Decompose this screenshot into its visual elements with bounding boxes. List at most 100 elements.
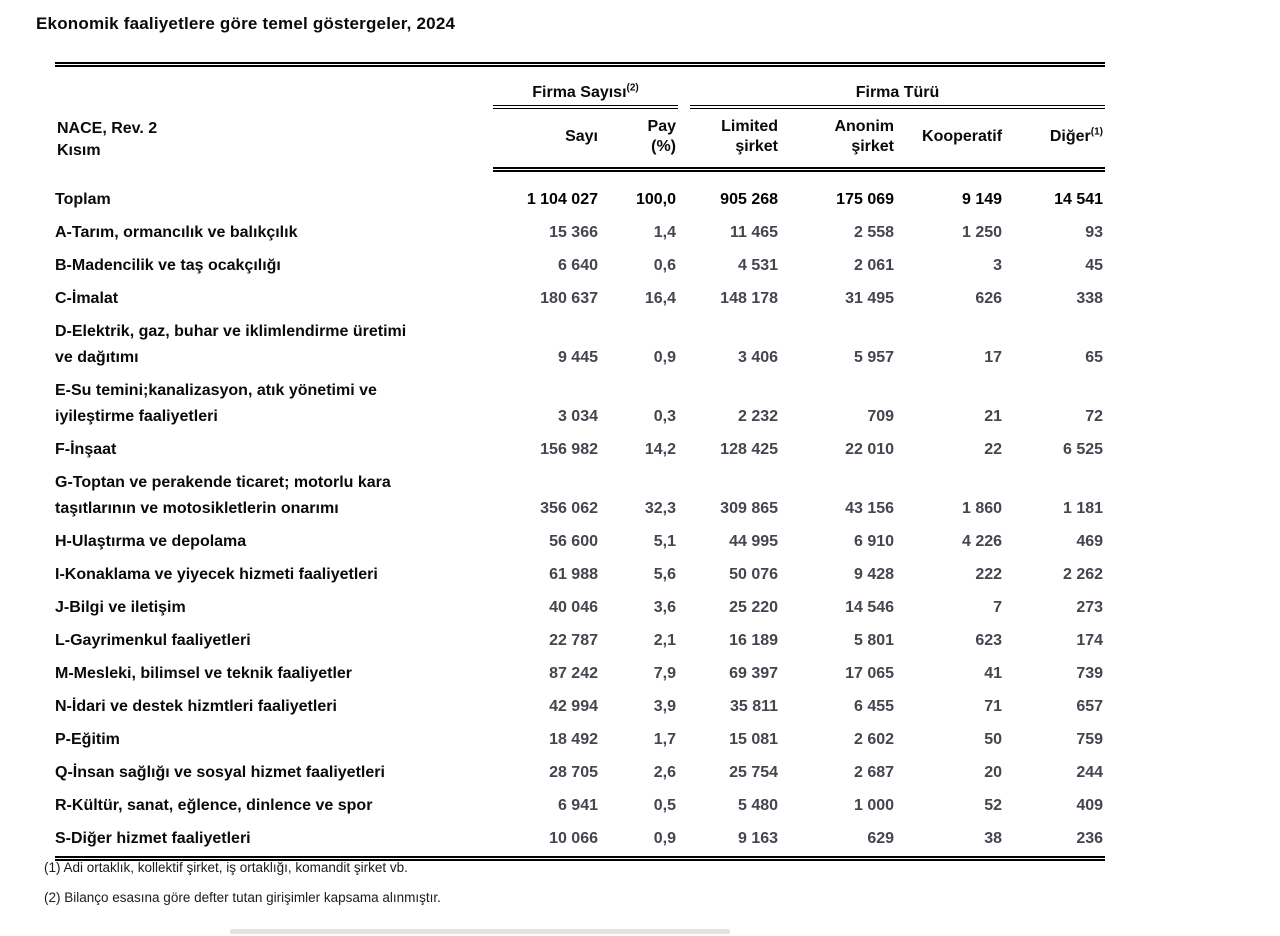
row-label: Toplam — [55, 191, 111, 208]
cell-limited-sirket: 2 232 — [737, 408, 779, 425]
row-label-cell: D-Elektrik, gaz, buhar ve iklimlendirme … — [55, 316, 493, 375]
cell-sayi: 156 982 — [540, 441, 598, 458]
cell-limited-sirket: 128 425 — [720, 441, 779, 458]
table-row: C-İmalat 180 637 16,4 148 178 31 495 626… — [55, 283, 1105, 316]
cell-sayi: 10 066 — [549, 830, 598, 847]
cell-sayi: 40 046 — [549, 599, 598, 616]
col-header-limited-sirket: Limited şirket — [678, 109, 781, 172]
row-label-cell: I-Konaklama ve yiyecek hizmeti faaliyetl… — [55, 559, 493, 592]
group-firma-sayisi: Firma Sayısı(2) — [493, 65, 679, 109]
cell-pay: 2,1 — [653, 632, 677, 649]
cell-limited-sirket: 3 406 — [737, 349, 779, 366]
cell-diger: 244 — [1076, 764, 1104, 781]
cell-kooperatif: 222 — [975, 566, 1003, 583]
cell-sayi: 15 366 — [549, 224, 598, 241]
cell-sayi: 22 787 — [549, 632, 598, 649]
table-row: J-Bilgi ve iletişim 40 046 3,6 25 220 14… — [55, 592, 1105, 625]
cell-diger: 45 — [1085, 257, 1104, 274]
cell-limited-sirket: 15 081 — [729, 731, 779, 748]
cell-pay: 1,4 — [653, 224, 677, 241]
table-row: Toplam 1 104 027 100,0 905 268 175 069 9… — [55, 170, 1105, 218]
cell-anonim-sirket: 1 000 — [853, 797, 895, 814]
cell-limited-sirket: 25 754 — [729, 764, 779, 781]
row-label-cell: C-İmalat — [55, 283, 493, 316]
cell-diger: 236 — [1076, 830, 1104, 847]
cell-sayi: 61 988 — [549, 566, 598, 583]
col-header-diger: Diğer(1) — [1004, 109, 1106, 172]
cell-anonim-sirket: 629 — [867, 830, 895, 847]
row-label: N-İdari ve destek hizmtleri faaliyetleri — [55, 698, 337, 715]
cell-sayi: 356 062 — [540, 500, 598, 517]
row-label: Q-İnsan sağlığı ve sosyal hizmet faaliye… — [55, 764, 385, 781]
row-label-line2: ve dağıtımı — [55, 349, 139, 366]
cell-pay: 0,5 — [653, 797, 677, 814]
cell-sayi: 6 941 — [557, 797, 598, 814]
row-label: G-Toptan ve perakende ticaret; motorlu k… — [55, 474, 391, 491]
cell-pay: 100,0 — [635, 191, 677, 208]
table-row: P-Eğitim 18 492 1,7 15 081 2 602 50 759 — [55, 724, 1105, 757]
footnote-2: (2) Bilanço esasına göre defter tutan gi… — [44, 890, 441, 905]
cell-anonim-sirket: 31 495 — [845, 290, 895, 307]
table-row: D-Elektrik, gaz, buhar ve iklimlendirme … — [55, 316, 1105, 375]
cell-anonim-sirket: 2 061 — [853, 257, 895, 274]
cell-limited-sirket: 309 865 — [720, 500, 779, 517]
col-header-kooperatif: Kooperatif — [896, 109, 1005, 172]
cell-diger: 338 — [1076, 290, 1104, 307]
cell-kooperatif: 22 — [984, 441, 1003, 458]
cell-diger: 469 — [1076, 533, 1104, 550]
cell-kooperatif: 50 — [984, 731, 1003, 748]
row-label: R-Kültür, sanat, eğlence, dinlence ve sp… — [55, 797, 373, 814]
cell-limited-sirket: 148 178 — [720, 290, 779, 307]
row-label: A-Tarım, ormancılık ve balıkçılık — [55, 224, 298, 241]
cell-sayi: 6 640 — [557, 257, 598, 274]
cell-sayi: 56 600 — [549, 533, 598, 550]
cell-pay: 7,9 — [653, 665, 677, 682]
table-body: Toplam 1 104 027 100,0 905 268 175 069 9… — [55, 170, 1105, 859]
group-firma-sayisi-footnote-ref: (2) — [626, 82, 639, 94]
cell-anonim-sirket: 5 957 — [853, 349, 895, 366]
cell-kooperatif: 41 — [984, 665, 1003, 682]
row-label-cell: B-Madencilik ve taş ocakçılığı — [55, 250, 493, 283]
row-label-cell: G-Toptan ve perakende ticaret; motorlu k… — [55, 467, 493, 526]
row-label-cell: M-Mesleki, bilimsel ve teknik faaliyetle… — [55, 658, 493, 691]
cell-anonim-sirket: 5 801 — [853, 632, 895, 649]
row-label: C-İmalat — [55, 290, 119, 307]
cell-kooperatif: 7 — [993, 599, 1003, 616]
row-label: E-Su temini;kanalizasyon, atık yönetimi … — [55, 382, 377, 399]
cell-anonim-sirket: 2 602 — [853, 731, 895, 748]
cell-pay: 14,2 — [644, 441, 677, 458]
row-label-cell: S-Diğer hizmet faaliyetleri — [55, 823, 493, 859]
page-title: Ekonomik faaliyetlere göre temel gösterg… — [36, 14, 456, 33]
footnote-1: (1) Adi ortaklık, kollektif şirket, iş o… — [44, 860, 408, 875]
cell-kooperatif: 20 — [984, 764, 1003, 781]
cell-diger: 409 — [1076, 797, 1104, 814]
row-label: H-Ulaştırma ve depolama — [55, 533, 247, 550]
group-firma-turu: Firma Türü — [678, 65, 1106, 109]
table-row: G-Toptan ve perakende ticaret; motorlu k… — [55, 467, 1105, 526]
row-label-line2: taşıtlarının ve motosikletlerin onarımı — [55, 500, 339, 517]
cell-sayi: 28 705 — [549, 764, 598, 781]
cell-anonim-sirket: 22 010 — [845, 441, 895, 458]
col-header-sayi: Sayı — [493, 109, 600, 172]
cell-limited-sirket: 905 268 — [720, 191, 779, 208]
table-row: A-Tarım, ormancılık ve balıkçılık 15 366… — [55, 217, 1105, 250]
cell-diger: 14 541 — [1054, 191, 1104, 208]
cell-anonim-sirket: 43 156 — [845, 500, 895, 517]
table-row: R-Kültür, sanat, eğlence, dinlence ve sp… — [55, 790, 1105, 823]
cell-kooperatif: 4 226 — [961, 533, 1003, 550]
bottom-edge-artifact — [230, 929, 730, 934]
cell-anonim-sirket: 6 910 — [853, 533, 895, 550]
col-header-anonim-sirket: Anonim şirket — [780, 109, 897, 172]
table-row: I-Konaklama ve yiyecek hizmeti faaliyetl… — [55, 559, 1105, 592]
row-label-cell: N-İdari ve destek hizmtleri faaliyetleri — [55, 691, 493, 724]
cell-anonim-sirket: 2 687 — [853, 764, 895, 781]
cell-diger: 657 — [1076, 698, 1104, 715]
table-row: B-Madencilik ve taş ocakçılığı 6 640 0,6… — [55, 250, 1105, 283]
cell-anonim-sirket: 6 455 — [853, 698, 895, 715]
col-header-pay: Pay (%) — [600, 109, 679, 172]
col-header-diger-footnote-ref: (1) — [1090, 126, 1104, 138]
row-label-cell: P-Eğitim — [55, 724, 493, 757]
cell-kooperatif: 623 — [975, 632, 1003, 649]
cell-kooperatif: 9 149 — [961, 191, 1003, 208]
